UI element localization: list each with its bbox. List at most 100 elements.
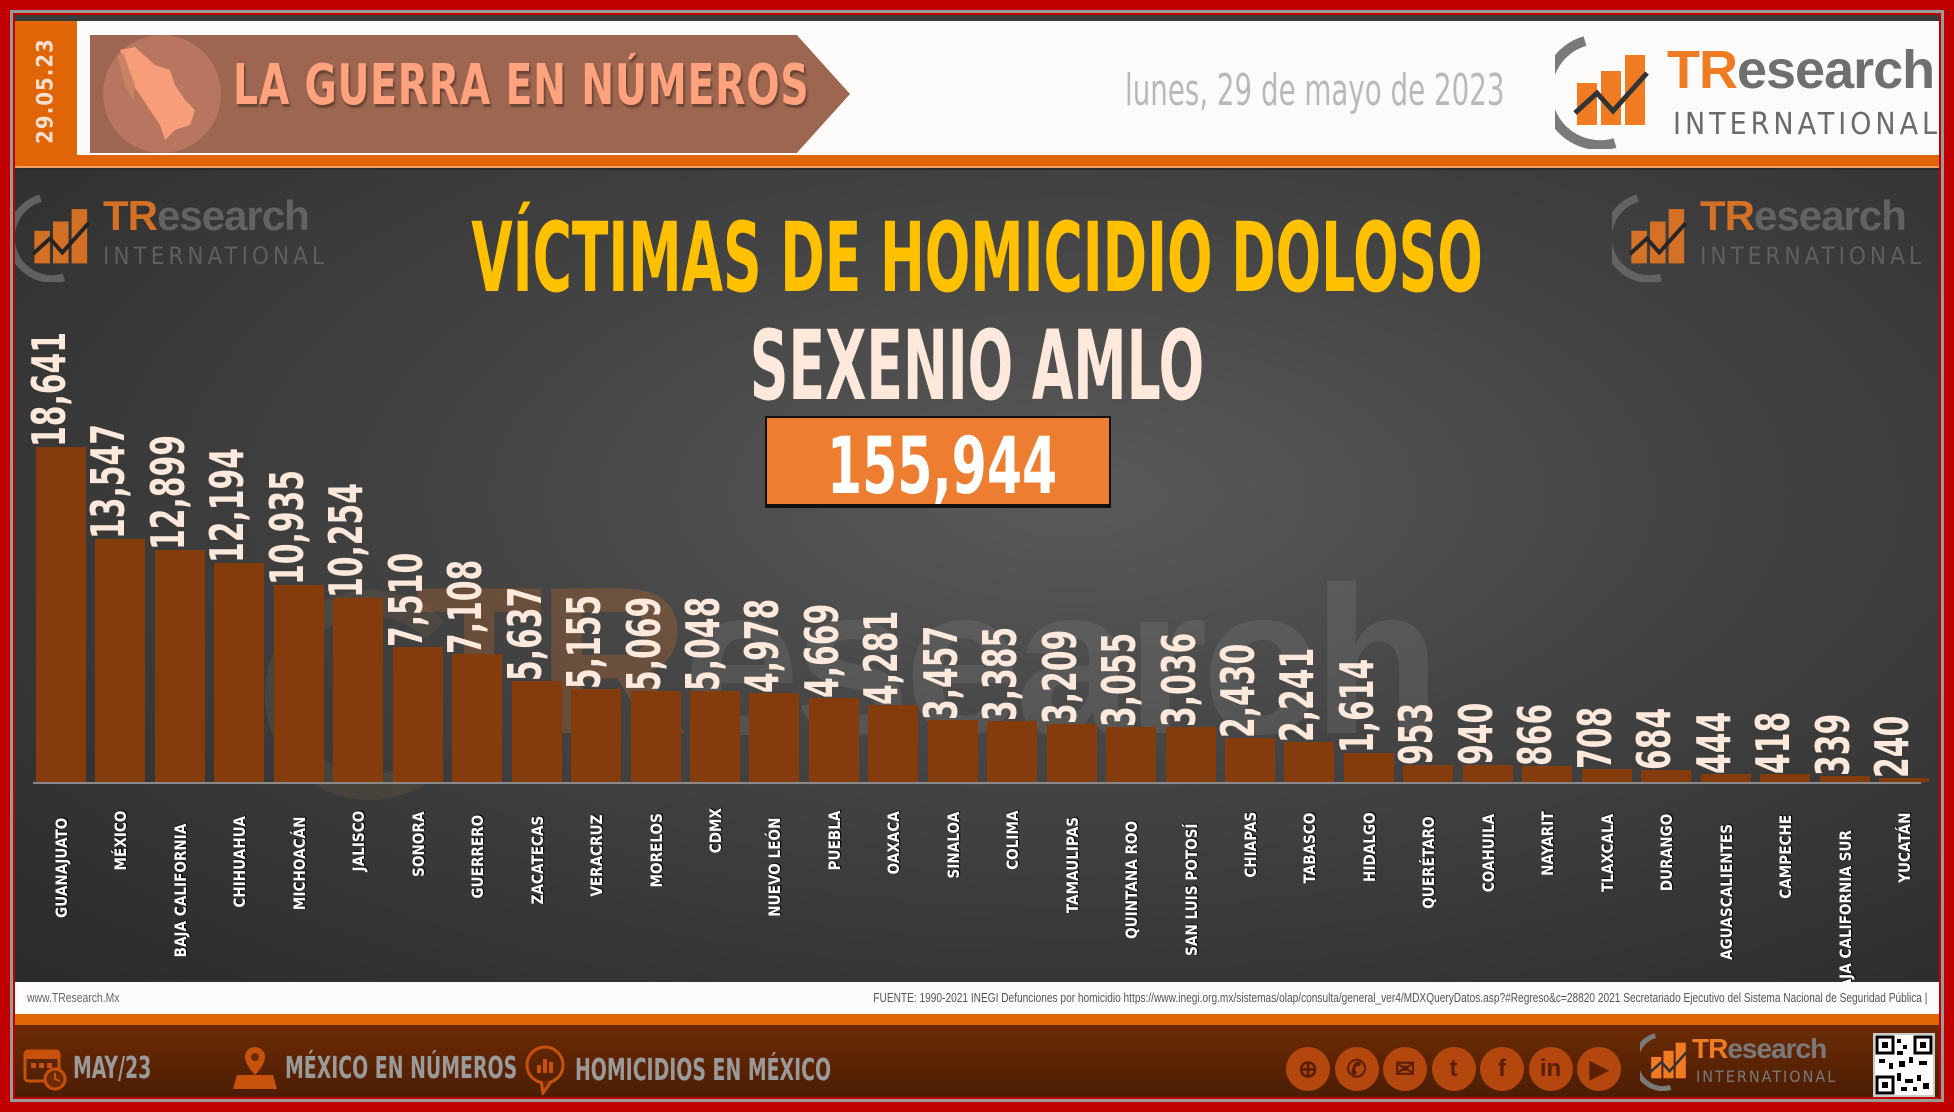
source-citation: FUENTE: 1990-2021 INEGI Defunciones por … [872, 990, 1927, 1005]
bar [1403, 764, 1454, 782]
category-label: GUERRERO [468, 814, 488, 899]
category-label: AGUASCALIENTES [1716, 823, 1736, 960]
bar [1522, 766, 1573, 782]
bar-value-label: 708 [1567, 707, 1622, 770]
calendar-clock-icon [23, 1049, 67, 1091]
bar-value-label: 3,385 [973, 626, 1028, 722]
category-label: MÉXICO [111, 810, 131, 871]
bar [987, 721, 1038, 782]
bar-value-label: 7,510 [378, 552, 433, 648]
bar [333, 597, 384, 782]
footer-item-date: MAY/23 [23, 1045, 185, 1091]
bar-value-label: 5,155 [557, 595, 612, 690]
qr-code[interactable] [1873, 1033, 1935, 1097]
bar-value-label: 940 [1448, 702, 1503, 766]
header: 29.05.23 LA GUERRA EN NÚMEROS lunes, 29 … [15, 15, 1939, 161]
logo-brand: TResearch [1692, 1033, 1827, 1064]
mexico-map-icon [117, 47, 195, 140]
category-label: CHIHUAHUA [230, 816, 250, 908]
chart-title: VÍCTIMAS DE HOMICIDIO DOLOSO [471, 202, 1483, 314]
tresearch-logo-icon [1612, 194, 1688, 282]
map-pin-icon [233, 1047, 277, 1089]
bar-value-label: 866 [1508, 704, 1563, 767]
logo-brand: TResearch [1667, 40, 1935, 100]
bar-value-label: 5,048 [675, 597, 730, 692]
bar-value-label: 10,254 [319, 482, 374, 598]
bar-value-label: 4,281 [854, 610, 909, 706]
watermark-logo-left: TResearch INTERNATIONAL [15, 192, 325, 282]
bar [1760, 774, 1811, 782]
bar [1641, 769, 1692, 782]
bar-value-label: 4,978 [735, 598, 790, 693]
category-label: MICHOACÁN [289, 816, 309, 911]
footer: MAY/23 MÉXICO EN NÚMEROS HOMICIDIOS EN M… [15, 1025, 1939, 1097]
bar [630, 690, 681, 782]
bar [214, 562, 265, 782]
bar [511, 680, 562, 782]
category-label: TABASCO [1300, 812, 1320, 884]
bar-value-label: 3,036 [1151, 633, 1206, 728]
bar-value-label: 18,641 [22, 332, 76, 447]
category-label: NAYARIT [1538, 811, 1558, 876]
bar-value-label: 240 [1864, 715, 1919, 778]
bar-value-label: 2,241 [1270, 647, 1325, 742]
phone-icon[interactable]: ✆ [1334, 1047, 1379, 1091]
category-label: NUEVO LEÓN [765, 817, 785, 917]
logo-sub: INTERNATIONAL [103, 242, 328, 270]
header-logo[interactable]: TResearch INTERNATIONAL [1555, 33, 1937, 149]
youtube-icon[interactable]: ▶ [1577, 1047, 1621, 1091]
tresearch-logo-icon [1555, 36, 1649, 149]
bar [1462, 765, 1513, 782]
bar [1878, 777, 1929, 782]
mail-icon[interactable]: ✉ [1383, 1047, 1427, 1091]
bar [273, 585, 324, 782]
bar-value-label: 5,069 [616, 596, 671, 691]
logo-sub: INTERNATIONAL [1673, 107, 1939, 142]
category-label: HIDALGO [1359, 812, 1379, 882]
total-badge: 155,944 [765, 416, 1111, 512]
bar-value-label: 339 [1805, 713, 1860, 776]
category-label: PUEBLA [824, 810, 844, 871]
x-axis-line [33, 782, 1921, 784]
bar [95, 538, 146, 782]
globe-icon[interactable]: ⊕ [1286, 1047, 1330, 1091]
facebook-icon[interactable]: f [1480, 1047, 1524, 1091]
bar-chart: 18,641 GUANAJUATO 13,547 MÉXICO 12,899 BAJA C… [15, 170, 1939, 1000]
category-label: YUCATÁN [1894, 812, 1914, 883]
bar [571, 689, 622, 782]
bar-value-label: 4,669 [794, 603, 849, 699]
bar-value-label: 3,055 [1092, 632, 1147, 728]
source-bar: www.TResearch.Mx FUENTE: 1990-2021 INEGI… [15, 982, 1939, 1014]
bar [749, 692, 800, 782]
bar [1581, 769, 1632, 782]
category-label: BAJA CALIFORNIA [170, 823, 190, 958]
category-label: SINALOA [943, 811, 963, 879]
footer-date-label: MAY/23 [73, 1050, 152, 1086]
category-label: MORELOS [646, 813, 666, 888]
footer-item-homicidios[interactable]: HOMICIDIOS EN MÉXICO [523, 1045, 941, 1095]
category-label: ZACATECAS [527, 815, 547, 905]
chart-area: TResearch TResearch INTERNATIONAL TResea… [15, 170, 1939, 1000]
bar-value-label: 2,430 [1211, 644, 1265, 739]
category-label: GUANAJUATO [52, 817, 71, 918]
infographic-canvas: 29.05.23 LA GUERRA EN NÚMEROS lunes, 29 … [15, 15, 1939, 1097]
logo-brand: TResearch [1700, 192, 1907, 239]
bar [927, 719, 978, 782]
website-link[interactable]: www.TResearch.Mx [27, 990, 120, 1005]
bar-value-label: 10,935 [259, 470, 314, 586]
logo-sub: INTERNATIONAL [1696, 1067, 1838, 1086]
bar [1046, 724, 1097, 782]
footer-logo[interactable]: TResearch INTERNATIONAL [1640, 1031, 1840, 1091]
linkedin-icon[interactable]: in [1528, 1047, 1573, 1091]
bar-value-label: 12,899 [140, 435, 195, 551]
category-label: JALISCO [349, 810, 369, 872]
twitter-icon[interactable]: t [1431, 1047, 1476, 1091]
bar-value-label: 3,457 [913, 625, 968, 720]
bar [1165, 727, 1216, 782]
bar-value-label: 684 [1627, 707, 1682, 770]
bar-value-label: 953 [1389, 702, 1444, 765]
footer-item-mexico-numeros[interactable]: MÉXICO EN NÚMEROS [233, 1045, 617, 1091]
header-date: lunes, 29 de mayo de 2023 [1125, 65, 1505, 116]
bar [1819, 775, 1870, 782]
category-label: BAJA CALIFORNIA SUR [1835, 829, 1855, 1000]
